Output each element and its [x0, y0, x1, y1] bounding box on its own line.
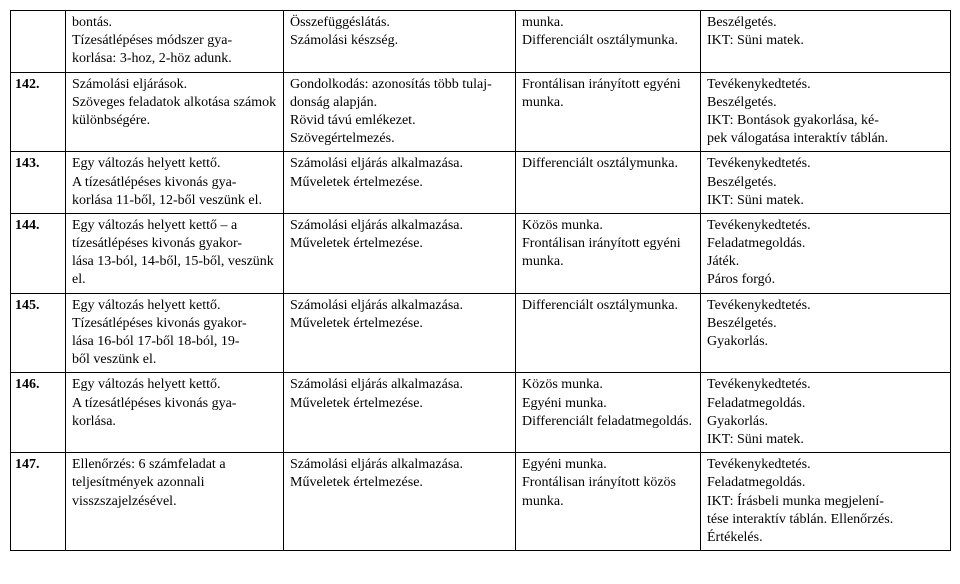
table-row: 143.Egy változás helyett kettő.A tízesát…	[11, 152, 951, 214]
cell: Tevékenykedtetés.Beszélgetés.Gyakorlás.	[701, 293, 951, 373]
cell: bontás.Tízesátlépéses módszer gya-korlás…	[66, 11, 284, 73]
row-number: 142.	[11, 72, 66, 152]
cell: Tevékenykedtetés.Feladatmegoldás.Gyakorl…	[701, 373, 951, 453]
cell: Számolási eljárás alkalmazása.Műveletek …	[284, 373, 516, 453]
row-number: 146.	[11, 373, 66, 453]
cell: Összefüggéslátás.Számolási készség.	[284, 11, 516, 73]
curriculum-table: bontás.Tízesátlépéses módszer gya-korlás…	[10, 10, 951, 551]
table-row: 145.Egy változás helyett kettő.Tízesátlé…	[11, 293, 951, 373]
cell: Tevékenykedtetés.Feladatmegoldás.Játék.P…	[701, 213, 951, 293]
cell: Frontálisan irányított egyéni munka.	[516, 72, 701, 152]
cell: Egy változás helyett kettő.Tízesátlépése…	[66, 293, 284, 373]
cell: Differenciált osztálymunka.	[516, 293, 701, 373]
table-row: bontás.Tízesátlépéses módszer gya-korlás…	[11, 11, 951, 73]
cell: Egyéni munka.Frontálisan irányított közö…	[516, 453, 701, 551]
cell: Tevékenykedtetés.Feladatmegoldás.IKT: Ír…	[701, 453, 951, 551]
row-number: 145.	[11, 293, 66, 373]
cell: Számolási eljárás alkalmazása.Műveletek …	[284, 213, 516, 293]
cell: Számolási eljárások.Szöveges feladatok a…	[66, 72, 284, 152]
row-number: 147.	[11, 453, 66, 551]
row-number: 143.	[11, 152, 66, 214]
table-row: 142.Számolási eljárások.Szöveges feladat…	[11, 72, 951, 152]
cell: Tevékenykedtetés.Beszélgetés.IKT: Süni m…	[701, 152, 951, 214]
cell: Közös munka.Egyéni munka.Differenciált f…	[516, 373, 701, 453]
table-row: 147.Ellenőrzés: 6 számfeladat a teljesít…	[11, 453, 951, 551]
row-number: 144.	[11, 213, 66, 293]
table-row: 146.Egy változás helyett kettő.A tízesát…	[11, 373, 951, 453]
cell: Számolási eljárás alkalmazása.Műveletek …	[284, 293, 516, 373]
cell: Egy változás helyett kettő.A tízesátlépé…	[66, 152, 284, 214]
cell: Egy változás helyett kettő.A tízesátlépé…	[66, 373, 284, 453]
cell: Differenciált osztálymunka.	[516, 152, 701, 214]
cell: Ellenőrzés: 6 számfeladat a teljesítmény…	[66, 453, 284, 551]
cell: munka.Differenciált osztálymunka.	[516, 11, 701, 73]
cell: Gondolkodás: azonosítás több tulaj-donsá…	[284, 72, 516, 152]
cell: Tevékenykedtetés.Beszélgetés.IKT: Bontás…	[701, 72, 951, 152]
cell: Egy változás helyett kettő – a tízesátlé…	[66, 213, 284, 293]
cell: Közös munka.Frontálisan irányított egyén…	[516, 213, 701, 293]
cell: Számolási eljárás alkalmazása.Műveletek …	[284, 152, 516, 214]
row-number	[11, 11, 66, 73]
cell: Számolási eljárás alkalmazása.Műveletek …	[284, 453, 516, 551]
cell: Beszélgetés.IKT: Süni matek.	[701, 11, 951, 73]
table-row: 144.Egy változás helyett kettő – a tízes…	[11, 213, 951, 293]
